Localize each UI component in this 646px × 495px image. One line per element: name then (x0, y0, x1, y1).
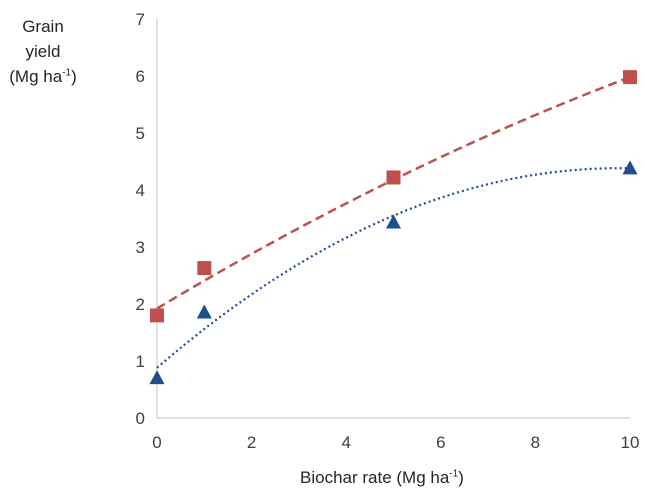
x-axis-label: Biochar rate (Mg ha-1) (300, 468, 464, 487)
x-tick-label: 10 (621, 433, 640, 452)
y-tick-label: 2 (136, 295, 145, 314)
axes: 0 1 2 3 4 5 6 7 0 2 4 6 8 10 (136, 10, 640, 452)
y-tick-label: 0 (136, 409, 145, 428)
y-axis-label-line1: Grain yield (22, 17, 64, 61)
y-axis-label-line2: (Mg ha-1) (9, 67, 77, 86)
x-tick-label: 8 (531, 433, 540, 452)
x-tick-label: 4 (341, 433, 350, 452)
square-marker (150, 308, 164, 323)
x-tick-label: 0 (152, 433, 161, 452)
x-tick-label: 6 (436, 433, 445, 452)
square-marker (386, 170, 401, 185)
trendline-2 (156, 167, 631, 369)
x-tick-label: 2 (247, 433, 256, 452)
y-tick-label: 6 (136, 67, 145, 86)
y-tick-label: 3 (136, 238, 145, 257)
triangle-marker (149, 370, 165, 385)
y-tick-label: 4 (136, 181, 145, 200)
triangle-marker (196, 304, 212, 319)
trendline-1 (156, 75, 631, 310)
y-tick-label: 1 (136, 352, 145, 371)
y-tick-label: 7 (136, 10, 145, 29)
y-tick-label: 5 (136, 124, 145, 143)
square-marker (623, 70, 637, 85)
triangle-marker (622, 160, 638, 175)
square-marker (197, 261, 212, 276)
y-axis-label: Grain yield (Mg ha-1) (4, 14, 82, 89)
data-points (149, 70, 638, 385)
triangle-marker (386, 214, 401, 229)
